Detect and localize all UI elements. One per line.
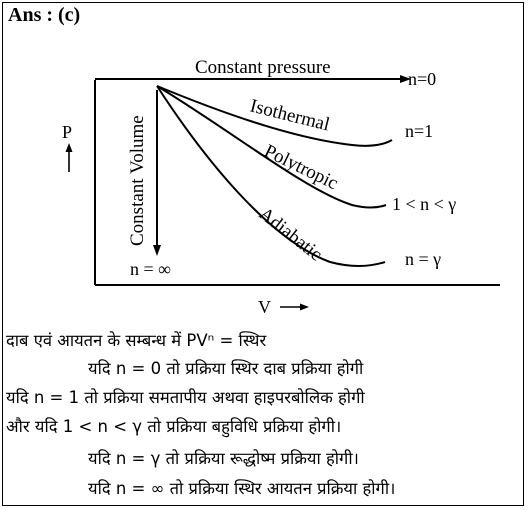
adiabatic-label: Adiabatic <box>255 203 326 265</box>
explanation-line-1: दाब एवं आयतन के सम्बन्ध में PVⁿ = स्थिर <box>6 331 267 350</box>
polytropic-curve <box>156 85 387 209</box>
explanation-line-2: यदि n = 0 तो प्रक्रिया स्थिर दाब प्रक्रि… <box>88 359 364 378</box>
constant-pressure-arrowhead <box>400 75 411 83</box>
isothermal-label: Isothermal <box>248 95 332 135</box>
x-axis-arrow-icon <box>300 303 309 311</box>
n-polytropic-label: 1 < n < γ <box>392 194 456 214</box>
y-axis-arrow-icon <box>65 143 73 152</box>
explanation-line-3: यदि n = 1 तो प्रक्रिया समतापीय अथवा हाइप… <box>6 388 365 407</box>
explanation-line-5: यदि n = γ तो प्रक्रिया रूद्धोष्म प्रक्रि… <box>88 449 359 468</box>
constant-volume-label: Constant Volume <box>127 115 148 246</box>
n-gamma-label: n = γ <box>405 249 441 269</box>
isothermal-curve <box>156 85 393 147</box>
n-infinity-label: n = ∞ <box>130 259 171 279</box>
n-zero-label: n=0 <box>408 69 436 89</box>
constant-volume-arrowhead <box>153 245 161 256</box>
pv-diagram: P V Constant pressure Isothermal Polytro… <box>62 57 500 317</box>
x-axis-label: V <box>258 297 271 317</box>
y-axis-label: P <box>62 122 72 142</box>
answer-label: Ans : (c) <box>8 4 81 26</box>
answer-box <box>2 2 524 506</box>
adiabatic-curve <box>156 85 386 267</box>
polytropic-label: Polytropic <box>261 141 341 195</box>
explanation-line-6: यदि n = ∞ तो प्रक्रिया स्थिर आयतन प्रक्र… <box>88 479 396 498</box>
explanation-line-4: और यदि 1 < n < γ तो प्रक्रिया बहुविधि प्… <box>6 417 342 436</box>
n-one-label: n=1 <box>405 121 433 141</box>
constant-pressure-label: Constant pressure <box>195 57 331 78</box>
